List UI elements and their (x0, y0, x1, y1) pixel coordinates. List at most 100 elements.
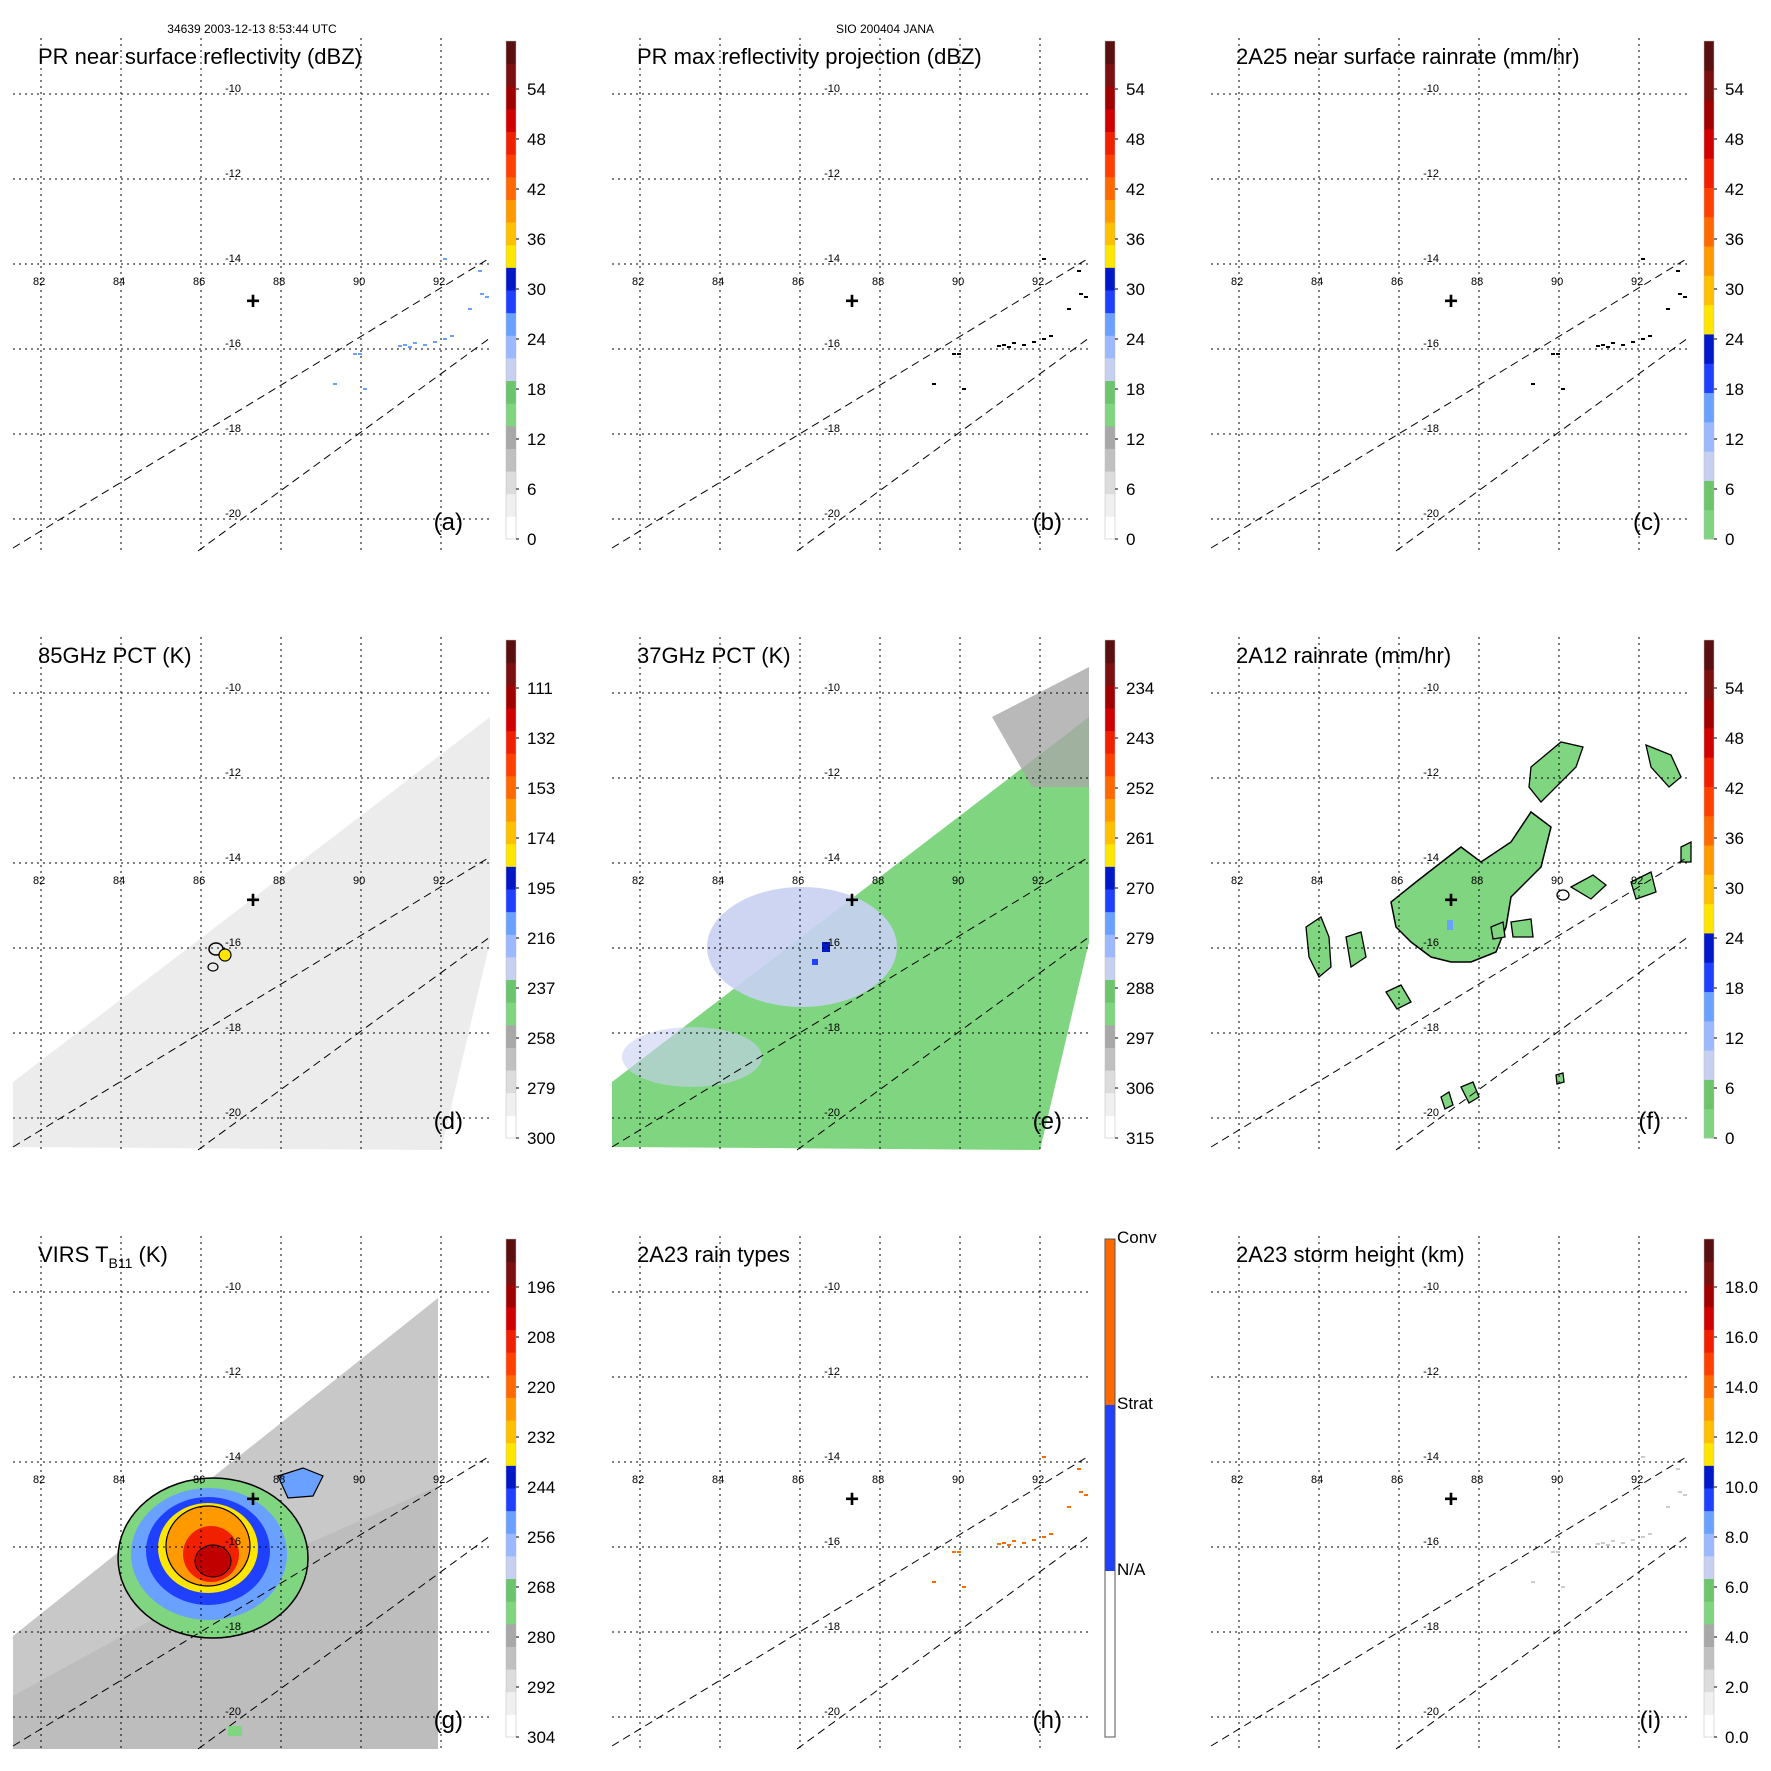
lat-tick-label: -10 (1423, 682, 1439, 694)
pr-echo (1079, 1491, 1083, 1493)
colorbar-tick-label: 48 (1126, 130, 1145, 149)
pr-echo (1606, 1544, 1610, 1546)
pr-echo (1531, 383, 1535, 385)
colorbar-swatch (1704, 991, 1714, 1022)
colorbar-b: 54 48 42 36 30 24 18 12 6 0 (1104, 40, 1145, 549)
panel-f: 82 84 86 88 90 92 -10 -12 -14 -16 -18 -20 +2A12 rain… (1210, 637, 1744, 1151)
pr-swath-edge (12, 257, 491, 549)
colorbar-tick-label: 54 (527, 80, 546, 99)
colorbar-tick-label: 315 (1126, 1129, 1154, 1148)
panel-title: 2A23 rain types (637, 1242, 790, 1267)
colorbar-swatch (1704, 1510, 1714, 1534)
colorbar-swatch (1704, 962, 1714, 993)
colorbar-tick-label: 288 (1126, 979, 1154, 998)
panel-d: 82 84 86 88 90 92 -10 -12 -14 -16 -18 -20 +85GHz PCT… (12, 637, 555, 1151)
colorbar-swatch (506, 1002, 516, 1026)
colorbar-swatch (1105, 843, 1115, 867)
pr-echo (1596, 1543, 1600, 1545)
colorbar-tick-label: 36 (1725, 230, 1744, 249)
lon-tick-label: 88 (1471, 1474, 1483, 1486)
colorbar-strat-block (1105, 1405, 1115, 1571)
pr-echo (957, 1551, 961, 1553)
lon-tick-label: 82 (632, 1474, 644, 1486)
pr-echo (408, 346, 412, 348)
colorbar-swatch (1704, 903, 1714, 934)
pr-echo (1601, 1542, 1605, 1544)
lat-tick-label: -20 (225, 508, 241, 520)
pr-echo (1556, 1551, 1560, 1553)
colorbar-swatch (1105, 493, 1115, 517)
pr-swath-edge (796, 936, 1090, 1151)
colorbar-swatch (506, 403, 516, 427)
colorbar-swatch (506, 730, 516, 754)
colorbar-swatch (506, 516, 516, 540)
colorbar-swatch (506, 662, 516, 686)
lat-tick-label: -14 (1423, 253, 1439, 265)
colorbar-swatch (1704, 1488, 1714, 1512)
colorbar-label: Strat (1117, 1394, 1153, 1413)
rain-area (1345, 931, 1367, 969)
lat-tick-label: -20 (824, 1706, 840, 1718)
panel-i: 82 84 86 88 90 92 -10 -12 -14 -16 -18 -20 +2A23 stor… (1210, 1236, 1758, 1750)
colorbar-swatch (506, 753, 516, 777)
colorbar-swatch (1105, 1092, 1115, 1116)
colorbar-tick-label: 36 (1725, 829, 1744, 848)
lat-tick-label: -12 (1423, 168, 1439, 180)
colorbar-tick-label: 14.0 (1725, 1378, 1758, 1397)
colorbar-swatch (1704, 932, 1714, 963)
pr-echo (1606, 346, 1610, 348)
lat-tick-label: -14 (225, 852, 241, 864)
panel-title: 2A23 storm height (km) (1236, 1242, 1465, 1267)
colorbar-swatch (506, 1646, 516, 1670)
colorbar-swatch (506, 1623, 516, 1647)
pr-swath-edge (197, 1535, 491, 1750)
colorbar-swatch (1704, 845, 1714, 875)
colorbar-swatch (506, 798, 516, 822)
colorbar-swatch (1704, 1555, 1714, 1580)
colorbar-tick-label: 24 (527, 330, 546, 349)
colorbar-swatch (506, 1024, 516, 1048)
lon-tick-label: 88 (872, 1474, 884, 1486)
colorbar-tick-label: 12 (527, 430, 546, 449)
colorbar-swatch (1105, 290, 1115, 314)
colorbar-tick-label: 18 (1725, 979, 1744, 998)
panel-title: PR max reflectivity projection (dBZ) (637, 44, 982, 69)
colorbar-swatch (506, 1329, 516, 1353)
pct-min (812, 959, 818, 965)
storm-center-marker: + (1444, 887, 1458, 914)
pr-swath-edge (197, 936, 491, 1151)
colorbar-swatch (1105, 866, 1115, 890)
colorbar-swatch (1105, 335, 1115, 359)
colorbar-swatch (1704, 70, 1714, 101)
lat-tick-label: -12 (824, 168, 840, 180)
colorbar-swatch (506, 685, 516, 709)
colorbar-swatch (506, 41, 516, 65)
pr-echo (1551, 1551, 1555, 1553)
panel-label: (i) (1640, 1707, 1661, 1734)
colorbar-swatch (506, 1239, 516, 1263)
storm-center-marker: + (1444, 1486, 1458, 1513)
lat-tick-label: -20 (1423, 508, 1439, 520)
lon-tick-label: 92 (1631, 875, 1643, 887)
colorbar-swatch (1704, 1646, 1714, 1670)
storm-center-marker: + (246, 1486, 260, 1513)
lon-tick-label: 92 (1032, 276, 1044, 288)
pr-echo (952, 353, 956, 355)
colorbar-swatch (506, 1420, 516, 1444)
rain-area (1645, 743, 1682, 788)
pr-echo (1007, 1544, 1011, 1546)
colorbar-swatch (1105, 176, 1115, 200)
colorbar-swatch (1704, 99, 1714, 130)
colorbar-tick-label: 12 (1126, 430, 1145, 449)
colorbar-swatch (1704, 1306, 1714, 1331)
panel-label: (f) (1638, 1108, 1661, 1135)
panel-title: 2A12 rainrate (mm/hr) (1236, 643, 1451, 668)
colorbar-swatch (506, 1374, 516, 1398)
lat-tick-label: -14 (1423, 1451, 1439, 1463)
cool-region (707, 887, 897, 1007)
colorbar-tick-label: 42 (527, 180, 546, 199)
colorbar-tick-label: 18 (527, 380, 546, 399)
lat-tick-label: -12 (1423, 1366, 1439, 1378)
rain-area (1460, 1081, 1480, 1104)
colorbar-swatch (1704, 669, 1714, 700)
